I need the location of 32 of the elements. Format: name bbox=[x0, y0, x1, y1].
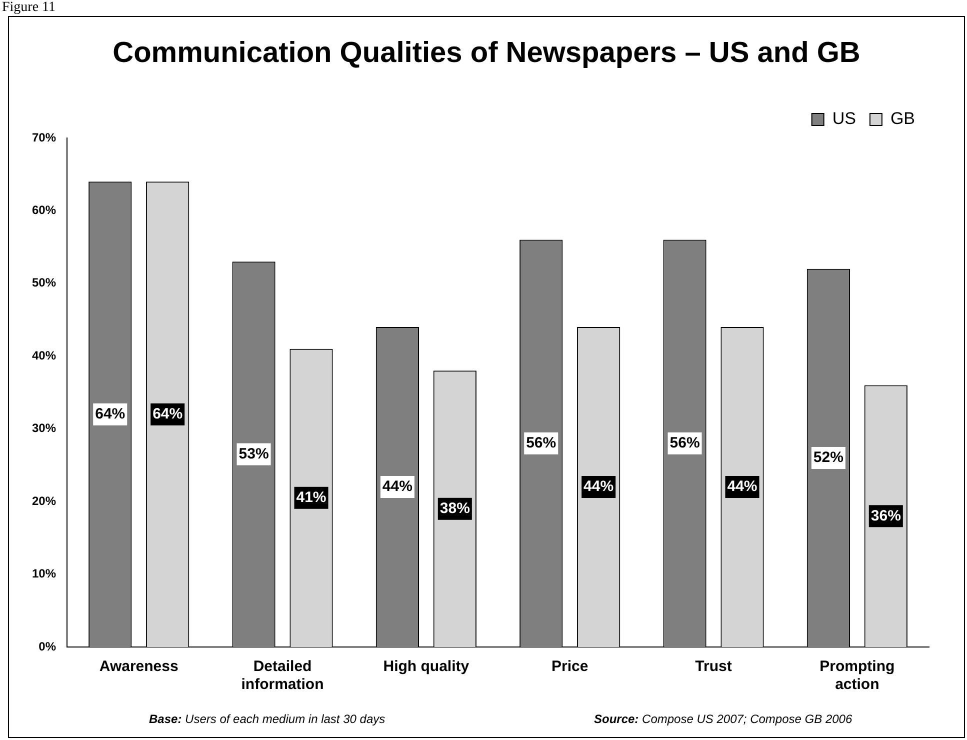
data-label: 64% bbox=[95, 405, 126, 422]
y-tick-label: 60% bbox=[32, 203, 56, 218]
data-label: 52% bbox=[813, 449, 844, 466]
x-tick-label: High quality bbox=[383, 658, 470, 676]
data-label: 36% bbox=[870, 507, 901, 524]
source-note: Source: Compose US 2007; Compose GB 2006 bbox=[594, 712, 852, 726]
x-tick-label: Awareness bbox=[99, 658, 178, 676]
y-tick-label: 40% bbox=[32, 348, 56, 362]
data-label: 64% bbox=[152, 405, 183, 422]
data-label: 53% bbox=[238, 445, 269, 462]
data-label: 38% bbox=[440, 500, 470, 517]
y-tick-label: 20% bbox=[32, 494, 56, 508]
x-tick-label: Detailed information bbox=[241, 658, 324, 694]
x-tick-label: Price bbox=[551, 658, 588, 676]
y-tick-label: 30% bbox=[32, 421, 56, 436]
caption: Figure 11 bbox=[2, 0, 56, 16]
data-label: 44% bbox=[727, 478, 758, 496]
y-tick-label: 0% bbox=[38, 639, 56, 654]
text: Base: Users of each medium in last 30 days bbox=[149, 712, 386, 726]
y-tick-label: 50% bbox=[32, 276, 56, 290]
data-label: 56% bbox=[670, 434, 700, 452]
data-label: 41% bbox=[296, 489, 326, 506]
y-tick-label: 70% bbox=[32, 130, 56, 144]
data-label: 44% bbox=[382, 478, 412, 496]
x-tick-label: Prompting action bbox=[820, 658, 895, 694]
y-tick-label: 10% bbox=[32, 566, 56, 581]
legend-label: US bbox=[832, 109, 856, 128]
legend-label: GB bbox=[890, 109, 915, 128]
chart-title: Communication Qualities of Newspapers – US and GB bbox=[112, 37, 862, 70]
x-tick-label: Trust bbox=[695, 658, 732, 676]
data-label: 56% bbox=[526, 434, 556, 452]
data-label: 44% bbox=[584, 478, 614, 496]
